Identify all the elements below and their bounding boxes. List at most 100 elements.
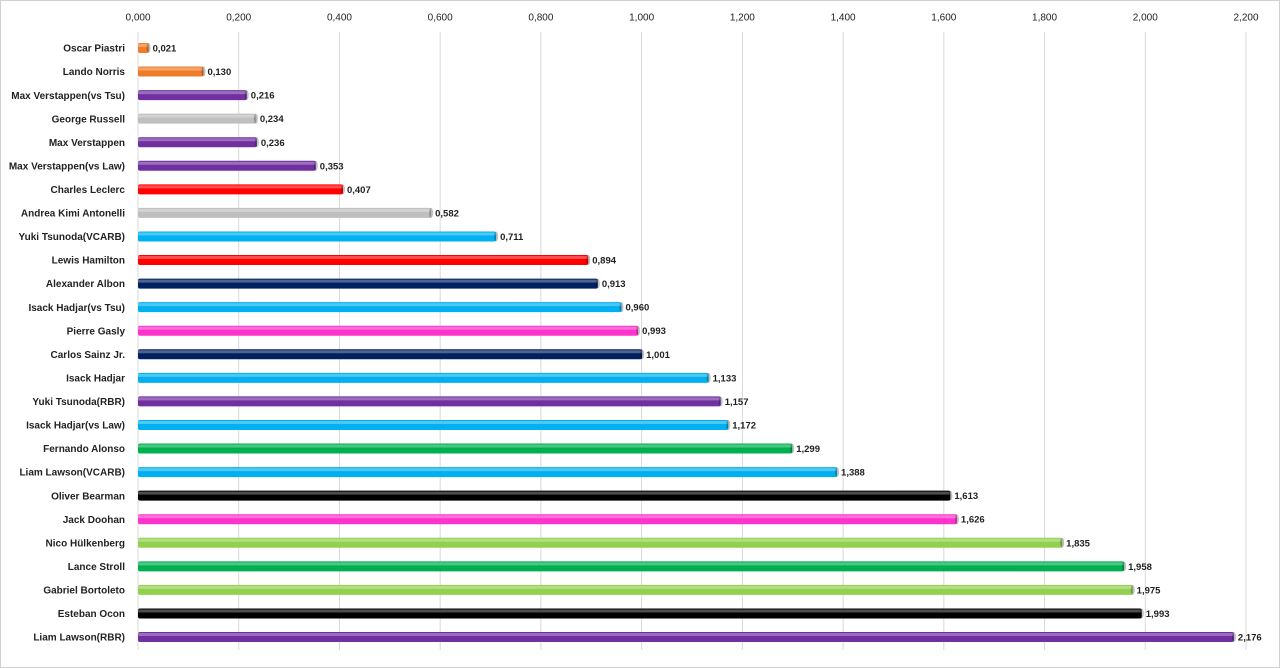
x-tick-label: 0,000 bbox=[125, 13, 150, 24]
bar-cap bbox=[636, 325, 641, 336]
bar-highlight bbox=[138, 303, 622, 307]
bar-highlight bbox=[138, 562, 1125, 566]
bar-cap bbox=[1231, 632, 1236, 642]
bar bbox=[138, 255, 589, 266]
x-tick-label: 1,400 bbox=[831, 13, 856, 24]
x-tick-label: 1,600 bbox=[931, 13, 956, 24]
bar bbox=[138, 43, 149, 53]
data-label: 1,388 bbox=[841, 468, 865, 479]
bar bbox=[138, 608, 1142, 619]
bar-cap bbox=[1130, 584, 1135, 595]
data-label: 1,613 bbox=[954, 491, 978, 502]
bar bbox=[138, 184, 343, 195]
bar-highlight bbox=[138, 585, 1133, 589]
bar-cap bbox=[586, 255, 591, 266]
y-tick-label: Jack Doohan bbox=[63, 515, 125, 526]
data-label: 1,835 bbox=[1066, 538, 1090, 549]
bar bbox=[138, 490, 951, 501]
data-label: 1,172 bbox=[732, 420, 756, 431]
bar-highlight bbox=[138, 373, 709, 377]
bar-cap bbox=[619, 302, 624, 313]
bar-cap bbox=[835, 467, 840, 478]
bar bbox=[138, 419, 729, 430]
bar-highlight bbox=[138, 114, 256, 118]
data-label: 1,001 bbox=[646, 350, 670, 361]
y-tick-label: Esteban Ocon bbox=[58, 609, 125, 620]
bar-cap bbox=[429, 207, 434, 218]
bar-cap bbox=[1060, 537, 1065, 548]
data-label: 0,913 bbox=[602, 279, 626, 290]
bar-cap bbox=[244, 90, 249, 101]
y-tick-label: Fernando Alonso bbox=[43, 444, 125, 455]
y-tick-label: Yuki Tsunoda(RBR) bbox=[32, 397, 125, 408]
y-tick-label: Charles Leclerc bbox=[51, 185, 126, 196]
y-tick-label: Oliver Bearman bbox=[51, 491, 125, 502]
bar-highlight bbox=[138, 138, 257, 142]
x-tick-label: 0,600 bbox=[428, 13, 453, 24]
bar bbox=[138, 325, 639, 336]
data-label: 1,626 bbox=[961, 515, 985, 526]
bar-highlight bbox=[138, 491, 951, 495]
data-label: 0,407 bbox=[347, 185, 371, 196]
bar-cap bbox=[718, 396, 723, 407]
bar-highlight bbox=[138, 633, 1234, 636]
bar bbox=[138, 372, 709, 383]
x-tick-label: 2,200 bbox=[1233, 13, 1258, 24]
bar-highlight bbox=[138, 279, 598, 283]
y-tick-label: Isack Hadjar bbox=[66, 373, 125, 384]
data-label: 1,133 bbox=[713, 373, 737, 384]
y-tick-label: Yuki Tsunoda(VCARB) bbox=[19, 232, 125, 243]
bar-highlight bbox=[138, 185, 343, 189]
y-tick-label: Oscar Piastri bbox=[63, 44, 125, 55]
bar bbox=[138, 90, 247, 101]
bar-cap bbox=[146, 43, 151, 53]
bar bbox=[138, 396, 721, 407]
bar-cap bbox=[201, 66, 206, 77]
bar bbox=[138, 137, 257, 148]
y-tick-label: Lewis Hamilton bbox=[52, 256, 125, 267]
bar bbox=[138, 160, 316, 171]
data-label: 0,353 bbox=[320, 161, 344, 172]
bar-highlight bbox=[138, 256, 589, 260]
bar bbox=[138, 278, 598, 289]
data-label: 0,234 bbox=[260, 114, 284, 125]
y-tick-label: Isack Hadjar(vs Law) bbox=[26, 421, 125, 432]
bar-highlight bbox=[138, 161, 316, 165]
bar-highlight bbox=[138, 67, 204, 71]
bar-cap bbox=[595, 278, 600, 289]
y-tick-label: Lance Stroll bbox=[68, 562, 125, 573]
bar-highlight bbox=[138, 515, 957, 519]
bar bbox=[138, 113, 256, 124]
y-tick-label: Lando Norris bbox=[63, 67, 126, 78]
x-tick-label: 0,400 bbox=[327, 13, 352, 24]
x-tick-label: 1,800 bbox=[1032, 13, 1057, 24]
bar-cap bbox=[1139, 608, 1144, 619]
bar bbox=[138, 537, 1063, 548]
y-tick-label: Liam Lawson(VCARB) bbox=[19, 468, 125, 479]
bar-cap bbox=[254, 137, 259, 148]
bar-cap bbox=[640, 349, 645, 360]
bar bbox=[138, 514, 957, 525]
bar bbox=[138, 561, 1125, 572]
bar bbox=[138, 584, 1133, 595]
bar-cap bbox=[954, 514, 959, 525]
y-tick-label: George Russell bbox=[52, 114, 126, 125]
y-tick-label: Carlos Sainz Jr. bbox=[51, 350, 126, 361]
y-tick-label: Pierre Gasly bbox=[67, 326, 126, 337]
bar-cap bbox=[1122, 561, 1127, 572]
bar-highlight bbox=[138, 232, 497, 236]
bar-cap bbox=[253, 113, 258, 124]
bar-highlight bbox=[138, 208, 432, 212]
x-tick-label: 1,200 bbox=[730, 13, 755, 24]
bar-cap bbox=[726, 419, 731, 430]
y-tick-label: Liam Lawson(RBR) bbox=[33, 633, 125, 644]
data-label: 1,157 bbox=[725, 397, 749, 408]
x-tick-label: 0,200 bbox=[226, 13, 251, 24]
bar-cap bbox=[706, 372, 711, 383]
data-label: 1,299 bbox=[796, 444, 820, 455]
data-label: 0,216 bbox=[251, 91, 275, 102]
data-label: 0,993 bbox=[642, 326, 666, 337]
y-tick-label: Max Verstappen(vs Law) bbox=[9, 161, 125, 172]
data-label: 0,021 bbox=[153, 44, 177, 55]
